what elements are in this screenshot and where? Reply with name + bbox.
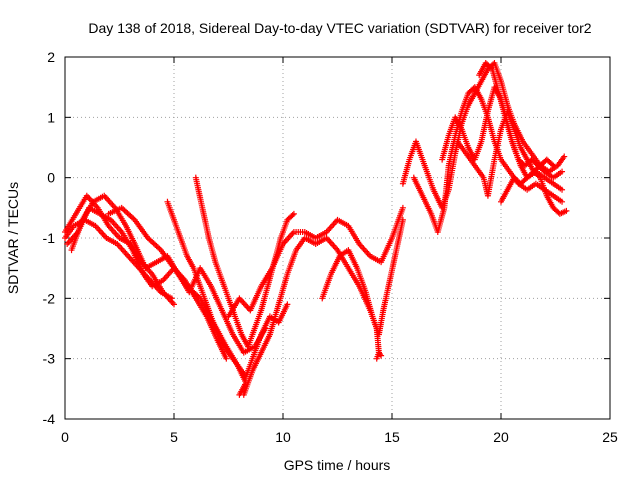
series-track-11 [373, 349, 385, 362]
data-point [535, 173, 542, 180]
y-tick-label: -3 [43, 351, 56, 367]
data-point [378, 352, 385, 359]
series-track-9 [240, 235, 382, 398]
chart-title: Day 138 of 2018, Sidereal Day-to-day VTE… [88, 20, 591, 36]
data-point [559, 198, 566, 205]
series-track-8 [225, 204, 406, 320]
data-point [563, 207, 570, 214]
data-point [223, 355, 230, 362]
series-track-10 [319, 216, 406, 338]
y-tick-label: -1 [43, 230, 56, 246]
data-point [559, 186, 566, 193]
y-tick-label: 2 [47, 49, 55, 65]
x-tick-label: 20 [493, 429, 509, 445]
data-point [549, 161, 556, 168]
data-series [62, 60, 570, 398]
data-point [559, 168, 566, 175]
y-tick-label: 0 [47, 170, 55, 186]
data-point [540, 167, 547, 174]
data-point [399, 204, 406, 211]
y-axis-label: SDTVAR / TECUs [5, 182, 21, 294]
y-tick-label: -4 [43, 411, 56, 427]
data-point [561, 153, 568, 160]
series-track-6 [164, 198, 249, 398]
y-tick-label: 1 [47, 109, 55, 125]
x-tick-label: 5 [170, 429, 178, 445]
data-point [550, 162, 557, 169]
data-point [290, 210, 297, 217]
x-tick-label: 10 [275, 429, 291, 445]
data-point [168, 295, 175, 302]
series-track-4 [68, 192, 269, 356]
series-track-17 [498, 156, 557, 205]
data-point [284, 301, 291, 308]
series-track-16 [476, 60, 566, 181]
y-tick-label: -2 [43, 290, 56, 306]
x-axis-label: GPS time / hours [284, 457, 391, 473]
x-tick-label: 25 [602, 429, 618, 445]
x-tick-label: 15 [384, 429, 400, 445]
data-point [289, 212, 296, 219]
data-point [171, 301, 177, 308]
data-point [487, 64, 494, 71]
data-point [399, 216, 406, 223]
x-tick-label: 0 [61, 429, 69, 445]
axis-ticks: 0 5 10 15 20 25 -4 -3 -2 -1 0 1 2 [43, 49, 618, 445]
